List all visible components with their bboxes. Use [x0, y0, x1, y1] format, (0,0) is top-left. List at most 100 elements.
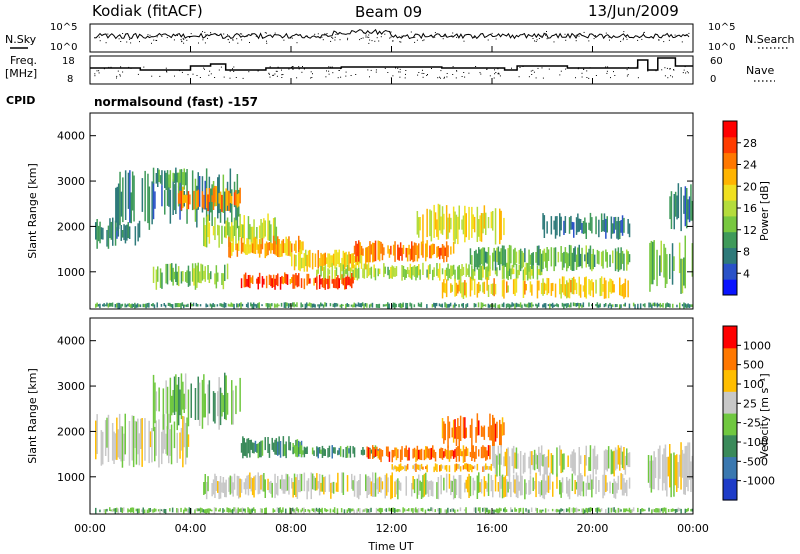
heatmap-cell [349, 445, 352, 458]
heatmap-cell [352, 274, 354, 284]
heatmap-cell [690, 509, 692, 512]
colorbar-swatch [723, 391, 737, 414]
heatmap-cell [127, 303, 129, 307]
heatmap-cell [230, 509, 232, 513]
heatmap-cell [554, 247, 557, 267]
heatmap-cell [543, 215, 546, 238]
heatmap-cell [236, 475, 239, 496]
heatmap-cell [507, 248, 509, 271]
heatmap-cell [212, 187, 215, 210]
heatmap-cell [673, 194, 675, 230]
nsearch-dot [324, 33, 326, 35]
heatmap-cell [303, 446, 306, 458]
heatmap-cell [596, 302, 599, 308]
heatmap-cell [533, 481, 536, 490]
heatmap-cell [455, 282, 458, 296]
heatmap-cell [473, 480, 476, 491]
heatmap-cell [411, 483, 413, 497]
nave-dot [404, 77, 406, 79]
heatmap-cell [296, 275, 299, 288]
heatmap-cell [416, 211, 419, 235]
nave-dot [627, 74, 629, 76]
heatmap-cell [378, 268, 381, 275]
heatmap-cell [178, 303, 181, 307]
heatmap-cell [305, 249, 307, 267]
heatmap-cell [540, 445, 543, 466]
heatmap-cell [515, 302, 518, 308]
heatmap-cell [621, 474, 624, 496]
nave-dot [686, 71, 688, 73]
heatmap-cell [377, 268, 379, 277]
heatmap-cell [566, 280, 568, 299]
heatmap-cell [659, 255, 661, 276]
heatmap-cell [219, 508, 221, 512]
heatmap-cell [370, 266, 373, 279]
heatmap-cell [359, 253, 361, 264]
colorbar-swatch [723, 456, 737, 479]
colorbar-swatch [723, 247, 737, 264]
heatmap-cell [180, 427, 183, 451]
heatmap-cell [240, 224, 243, 244]
heatmap-cell [173, 271, 176, 280]
nsearch-dot [360, 38, 362, 39]
heatmap-cell [327, 268, 329, 279]
heatmap-cell [239, 377, 241, 412]
heatmap-cell [475, 303, 477, 307]
heatmap-cell [519, 507, 522, 512]
nsearch-dot [330, 40, 332, 42]
heatmap-cell [441, 282, 444, 299]
heatmap-cell [240, 302, 242, 309]
heatmap-cell [575, 303, 578, 307]
heatmap-cell [144, 170, 146, 222]
heatmap-cell [476, 413, 479, 436]
heatmap-cell [543, 473, 546, 500]
heatmap-cell [584, 509, 586, 514]
heatmap-cell [173, 184, 176, 211]
heatmap-cell [475, 507, 477, 513]
heatmap-cell [669, 196, 671, 220]
heatmap-cell [430, 507, 432, 511]
heatmap-cell [478, 268, 480, 280]
heatmap-cell [211, 509, 213, 512]
heatmap-cell [475, 249, 477, 267]
heatmap-cell [240, 479, 243, 493]
nsearch-dot [574, 35, 576, 37]
heatmap-cell [349, 276, 352, 287]
heatmap-cell [205, 482, 208, 500]
nave-dot [542, 77, 544, 79]
heatmap-cell [264, 243, 266, 259]
nave-dot [486, 68, 488, 70]
heatmap-cell [334, 269, 336, 280]
heatmap-cell [355, 267, 357, 278]
heatmap-cell [575, 217, 578, 235]
heatmap-cell [547, 449, 550, 468]
heatmap-cell [237, 507, 239, 514]
heatmap-cell [197, 508, 199, 512]
heatmap-cell [284, 444, 286, 456]
heatmap-cell [229, 475, 232, 495]
heatmap-cell [292, 274, 294, 289]
nsearch-dot [139, 41, 140, 43]
heatmap-cell [369, 241, 371, 263]
heatmap-cell [573, 449, 575, 474]
heatmap-cell [623, 283, 625, 299]
heatmap-cell [253, 219, 255, 240]
heatmap-cell [287, 303, 290, 308]
heatmap-cell [346, 445, 349, 458]
range-tick-label: 2000 [57, 425, 85, 438]
heatmap-cell [471, 279, 473, 291]
heatmap-cell [554, 509, 557, 512]
heatmap-cell [313, 508, 315, 513]
nsearch-dot [306, 35, 308, 37]
heatmap-cell [271, 278, 273, 288]
heatmap-cell [545, 252, 547, 268]
heatmap-cell [539, 249, 541, 267]
heatmap-cell [250, 277, 252, 283]
heatmap-cell [653, 240, 655, 280]
heatmap-cell [316, 446, 318, 457]
heatmap-cell [519, 248, 522, 272]
heatmap-cell [325, 509, 328, 513]
nsearch-dot [463, 40, 465, 42]
heatmap-cell [182, 416, 184, 468]
heatmap-cell [483, 247, 486, 270]
